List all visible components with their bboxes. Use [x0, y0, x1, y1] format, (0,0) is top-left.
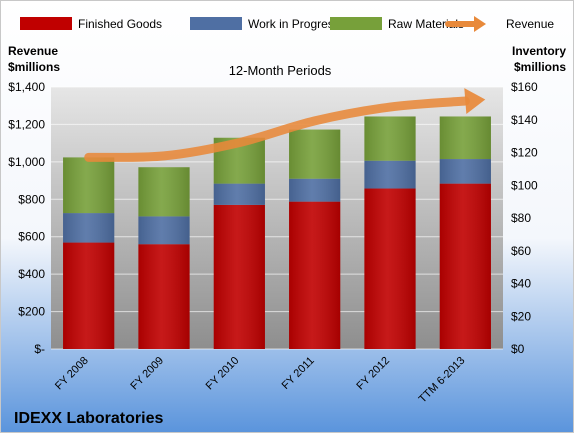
legend-label-finished-goods: Finished Goods [78, 17, 162, 31]
bar-shading [213, 204, 265, 349]
right-tick-label: $60 [511, 244, 531, 258]
company-name: IDEXX Laboratories [14, 410, 163, 427]
left-axis-title-line1: Revenue [8, 44, 58, 58]
bar-shading [364, 188, 416, 349]
bar-shading [63, 213, 115, 243]
bar-shading [289, 201, 341, 349]
bar-shading [63, 157, 115, 214]
left-axis-title-line2: $millions [8, 60, 60, 74]
left-tick-label: $600 [18, 230, 45, 244]
bar-shading [439, 159, 491, 184]
left-axis-ticks: $- $200 $400 $600 $800 $1,000 $1,200 $1,400 [8, 80, 45, 356]
right-axis-ticks: $0 $20 $40 $60 $80 $100 $120 $140 $160 [511, 80, 538, 356]
legend-swatch-work-in-progress [190, 17, 242, 30]
legend-label-raw-materials: Raw Materials [388, 17, 464, 31]
legend-label-work-in-progress: Work in Progress [248, 17, 340, 31]
bar-shading [138, 244, 190, 349]
bar-shading [63, 242, 115, 349]
bar-shading [364, 160, 416, 189]
right-axis-title-line2: $millions [514, 60, 566, 74]
legend-arrow-revenue [474, 16, 486, 32]
plot-area [51, 87, 503, 349]
left-tick-label: $400 [18, 267, 45, 281]
bar-shading [138, 216, 190, 245]
bar-shading [439, 183, 491, 349]
right-tick-label: $0 [511, 342, 525, 356]
bar-shading [439, 116, 491, 160]
revenue-line-group [84, 88, 486, 162]
right-tick-label: $40 [511, 277, 531, 291]
chart-subtitle: 12-Month Periods [229, 63, 332, 78]
left-tick-label: $800 [18, 192, 45, 206]
bars [63, 116, 491, 349]
right-tick-label: $140 [511, 113, 538, 127]
legend: Finished Goods Work in Progress Raw Materi… [20, 16, 554, 32]
right-tick-label: $20 [511, 309, 531, 323]
left-tick-label: $1,200 [8, 117, 45, 131]
right-axis-title-line1: Inventory [512, 44, 566, 58]
left-tick-label: $- [34, 342, 45, 356]
right-tick-label: $160 [511, 80, 538, 94]
left-tick-label: $1,000 [8, 155, 45, 169]
bar-shading [289, 129, 341, 179]
revenue-line [84, 96, 470, 162]
bar-shading [289, 178, 341, 202]
bar-shading [213, 183, 265, 205]
right-tick-label: $80 [511, 211, 531, 225]
legend-label-revenue: Revenue [506, 17, 554, 31]
bar-shading [364, 116, 416, 161]
left-tick-label: $200 [18, 305, 45, 319]
legend-swatch-raw-materials [330, 17, 382, 30]
left-tick-label: $1,400 [8, 80, 45, 94]
revenue-arrowhead [464, 88, 486, 114]
right-tick-label: $100 [511, 178, 538, 192]
right-tick-label: $120 [511, 146, 538, 160]
bar-shading [138, 167, 190, 217]
legend-swatch-finished-goods [20, 17, 72, 30]
